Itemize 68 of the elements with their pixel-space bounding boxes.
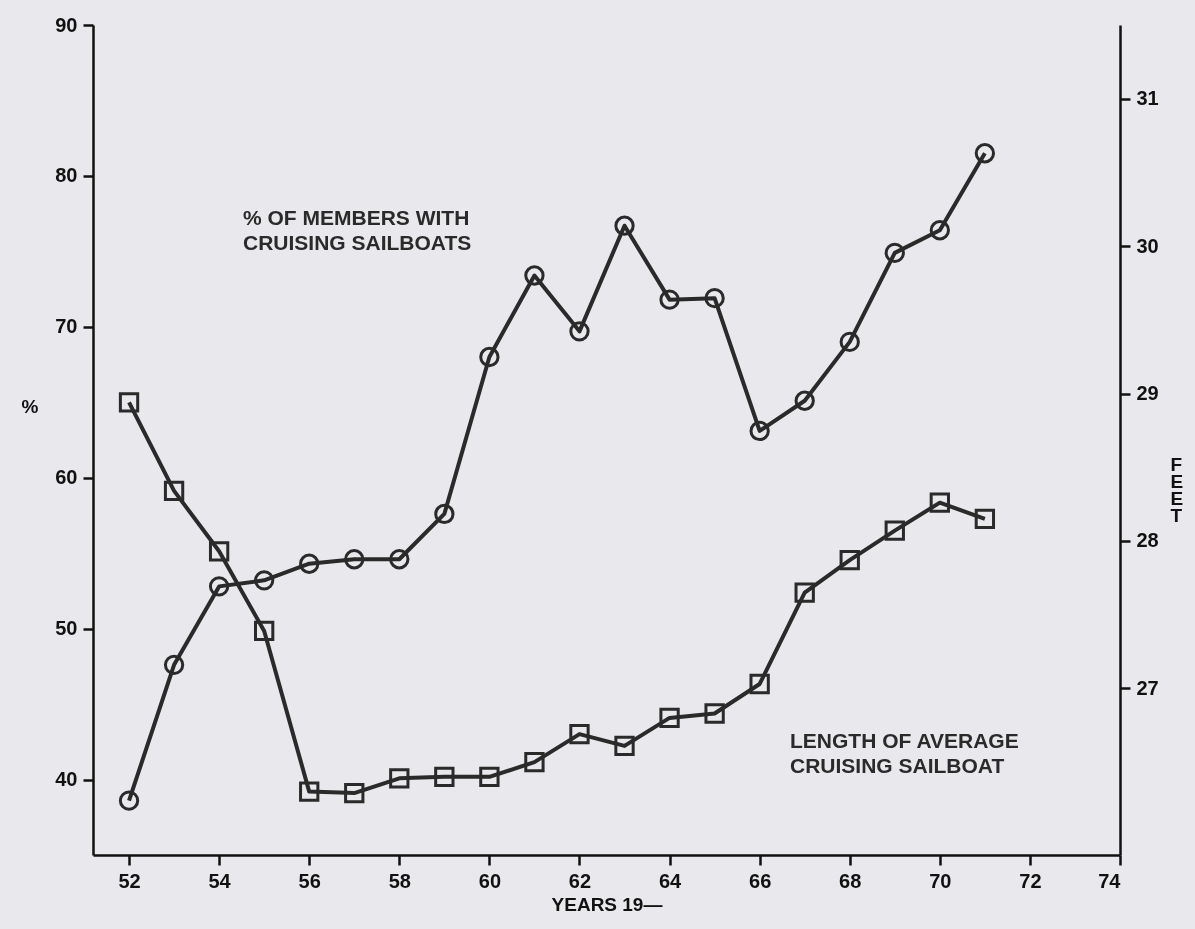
- point: [704, 703, 725, 724]
- point: [614, 735, 635, 757]
- x-tick-label: 52: [118, 869, 141, 892]
- y-tick-label: 60: [55, 466, 78, 489]
- point: [569, 723, 590, 745]
- y2-tick-label: 31: [1136, 87, 1159, 110]
- point: [163, 654, 185, 675]
- point: [974, 143, 996, 164]
- point: [569, 321, 590, 342]
- point: [208, 541, 230, 562]
- x-tick-label: 54: [208, 869, 232, 892]
- point: [479, 346, 500, 368]
- point: [749, 420, 770, 442]
- x-tick-label: 72: [1019, 869, 1042, 892]
- y-tick-label: 80: [55, 164, 78, 187]
- point: [344, 549, 365, 570]
- text: % OF MEMBERS WITH CRUISING SAILBOATS: [243, 206, 472, 254]
- point: [659, 707, 680, 729]
- point: [839, 549, 860, 571]
- x-tick-label: 64: [658, 869, 683, 892]
- y-tick-label: 90: [55, 13, 78, 36]
- point: [299, 781, 320, 802]
- point: [749, 673, 770, 695]
- y-tick-label: 40: [55, 768, 78, 791]
- x-tick-label: 70: [929, 869, 952, 892]
- point: [884, 242, 905, 264]
- y-tick-label: 50: [55, 617, 78, 640]
- point: [208, 576, 230, 597]
- y-tick-label: 70: [55, 315, 78, 338]
- point: [118, 392, 140, 413]
- y2-axis-title: FEET: [1170, 454, 1184, 527]
- x-tick-label: 58: [388, 869, 411, 892]
- point: [299, 553, 320, 574]
- point: [884, 520, 905, 541]
- point: [704, 288, 725, 309]
- point: [794, 390, 815, 411]
- point: [163, 480, 185, 502]
- y-axis-title: %: [21, 396, 39, 418]
- text: LENGTH OF AVERAGE CRUISING SAILBOAT: [790, 729, 1019, 777]
- x-tick-label: 74: [1098, 869, 1122, 892]
- y2-tick-label: 27: [1136, 676, 1159, 699]
- y2-tick-label: 29: [1136, 382, 1159, 405]
- y2-tick-label: 30: [1136, 234, 1159, 257]
- point: [254, 570, 275, 591]
- x-tick-label: 66: [749, 869, 772, 892]
- point: [794, 582, 815, 603]
- point: [389, 549, 410, 570]
- point: [434, 766, 455, 788]
- point: [118, 790, 140, 811]
- point: [929, 220, 950, 241]
- x-tick-label: 62: [568, 869, 592, 892]
- point: [434, 503, 455, 525]
- point: [974, 508, 996, 530]
- x-axis-title: YEARS 19—: [551, 893, 663, 915]
- y2-tick-label: 28: [1136, 529, 1159, 552]
- point: [659, 289, 680, 310]
- x-tick-label: 60: [478, 869, 502, 892]
- point: [344, 782, 365, 804]
- x-tick-label: 68: [839, 869, 862, 892]
- point: [929, 492, 950, 513]
- point: [524, 265, 545, 286]
- point: [614, 215, 635, 236]
- point: [839, 331, 860, 353]
- point: [479, 766, 500, 788]
- point: [254, 620, 275, 642]
- point: [524, 751, 545, 773]
- point: [389, 768, 410, 789]
- x-tick-label: 56: [298, 869, 321, 892]
